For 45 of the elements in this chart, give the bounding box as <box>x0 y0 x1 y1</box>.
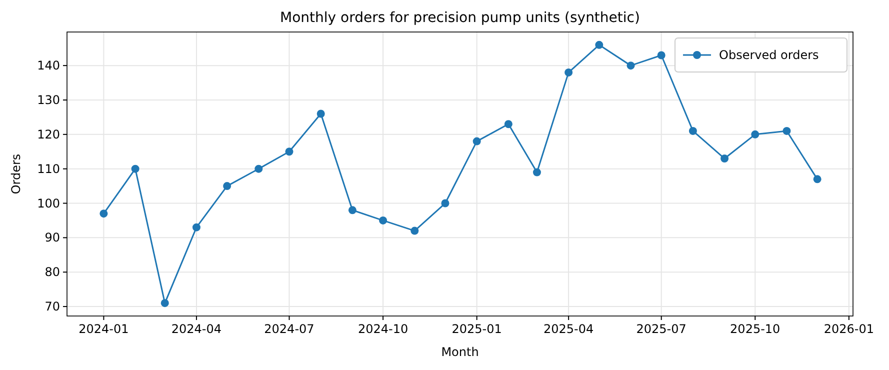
x-tick-label: 2025-07 <box>636 322 686 336</box>
point <box>441 199 450 208</box>
point <box>379 216 388 224</box>
x-tick-label: 2024-07 <box>264 322 314 336</box>
point <box>751 130 760 138</box>
x-tick-label: 2026-01 <box>824 322 874 336</box>
x-axis-title: Month <box>441 345 479 359</box>
point <box>595 40 604 49</box>
point <box>564 68 573 76</box>
x-tick-label: 2024-10 <box>358 322 408 336</box>
y-tick-label: 80 <box>44 265 60 280</box>
point <box>316 110 325 118</box>
x-tick-label: 2024-01 <box>78 322 129 336</box>
point <box>348 206 356 214</box>
y-tick-label: 70 <box>44 300 60 314</box>
point <box>192 223 200 232</box>
x-tick-label: 2024-04 <box>171 322 222 336</box>
point <box>100 210 108 218</box>
point <box>131 164 140 173</box>
point <box>688 126 697 135</box>
point <box>223 182 232 190</box>
point <box>720 154 729 163</box>
point <box>626 62 635 70</box>
point <box>782 126 791 135</box>
point <box>504 120 512 128</box>
y-tick-label: 110 <box>37 162 60 176</box>
point <box>410 226 419 235</box>
y-tick-label: 100 <box>37 196 60 210</box>
y-axis-title: Orders <box>9 154 23 194</box>
y-tick-label: 90 <box>44 230 60 245</box>
x-tick-label: 2025-04 <box>544 322 594 336</box>
point <box>813 175 822 184</box>
legend-label: Observed orders <box>719 48 819 62</box>
point <box>657 51 666 60</box>
y-tick-label: 130 <box>37 92 60 107</box>
chart-title: Monthly orders for precision pump units (synthetic) <box>280 10 640 26</box>
point <box>254 164 263 173</box>
point <box>472 137 481 146</box>
x-tick-label: 2025-01 <box>452 322 502 336</box>
point <box>160 299 169 308</box>
x-tick-label: 2025-10 <box>730 322 780 336</box>
point <box>285 148 294 156</box>
y-tick-label: 140 <box>37 58 60 73</box>
y-tick-label: 120 <box>37 127 60 142</box>
point <box>532 168 541 176</box>
